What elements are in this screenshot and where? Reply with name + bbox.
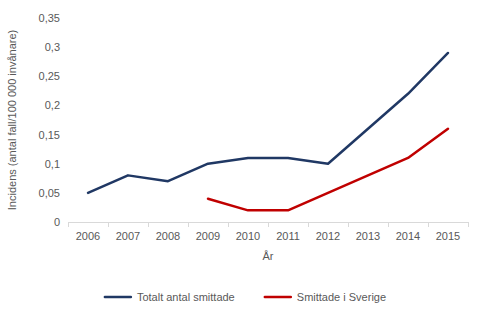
chart: 0 0,05 0,1 0,15 0,2 0,25 0,3 0,35 2006 2007 2008 20… <box>0 0 491 317</box>
legend-swatch <box>105 296 131 299</box>
x-tick <box>148 222 149 227</box>
x-tick-label: 2007 <box>116 230 140 242</box>
series-line <box>88 53 448 193</box>
legend: Totalt antal smittade Smittade i Sverige <box>105 291 386 303</box>
x-tick <box>388 222 389 227</box>
x-tick-label: 2010 <box>236 230 260 242</box>
x-tick <box>188 222 189 227</box>
y-tick-label: 0,1 <box>45 158 60 170</box>
y-tick-label: 0,15 <box>39 129 60 141</box>
x-tick <box>348 222 349 227</box>
x-tick <box>108 222 109 227</box>
x-tick-label: 2012 <box>316 230 340 242</box>
x-tick <box>268 222 269 227</box>
legend-swatch <box>265 296 291 299</box>
legend-item: Smittade i Sverige <box>265 291 386 303</box>
x-tick <box>308 222 309 227</box>
x-tick <box>68 222 69 227</box>
x-tick-label: 2006 <box>76 230 100 242</box>
y-tick-label: 0,25 <box>39 70 60 82</box>
x-tick <box>228 222 229 227</box>
legend-label: Totalt antal smittade <box>137 291 235 303</box>
x-tick-label: 2015 <box>436 230 460 242</box>
x-tick <box>428 222 429 227</box>
x-tick-label: 2014 <box>396 230 420 242</box>
x-tick-label: 2008 <box>156 230 180 242</box>
x-axis-title: År <box>263 250 274 262</box>
background <box>0 0 491 317</box>
plot-area <box>88 53 448 210</box>
x-tick-label: 2009 <box>196 230 220 242</box>
x-tick-label: 2011 <box>276 230 300 242</box>
legend-label: Smittade i Sverige <box>297 291 386 303</box>
y-tick-label: 0,05 <box>39 187 60 199</box>
legend-item: Totalt antal smittade <box>105 291 235 303</box>
y-tick-label: 0,2 <box>45 99 60 111</box>
x-tick <box>468 222 469 227</box>
series-line <box>208 129 448 211</box>
y-tick-label: 0 <box>54 216 60 228</box>
x-tick-label: 2013 <box>356 230 380 242</box>
y-axis-title: Incidens (antal fall/100 000 invånare) <box>6 30 18 210</box>
y-tick-label: 0,35 <box>39 12 60 24</box>
y-tick-label: 0,3 <box>45 41 60 53</box>
